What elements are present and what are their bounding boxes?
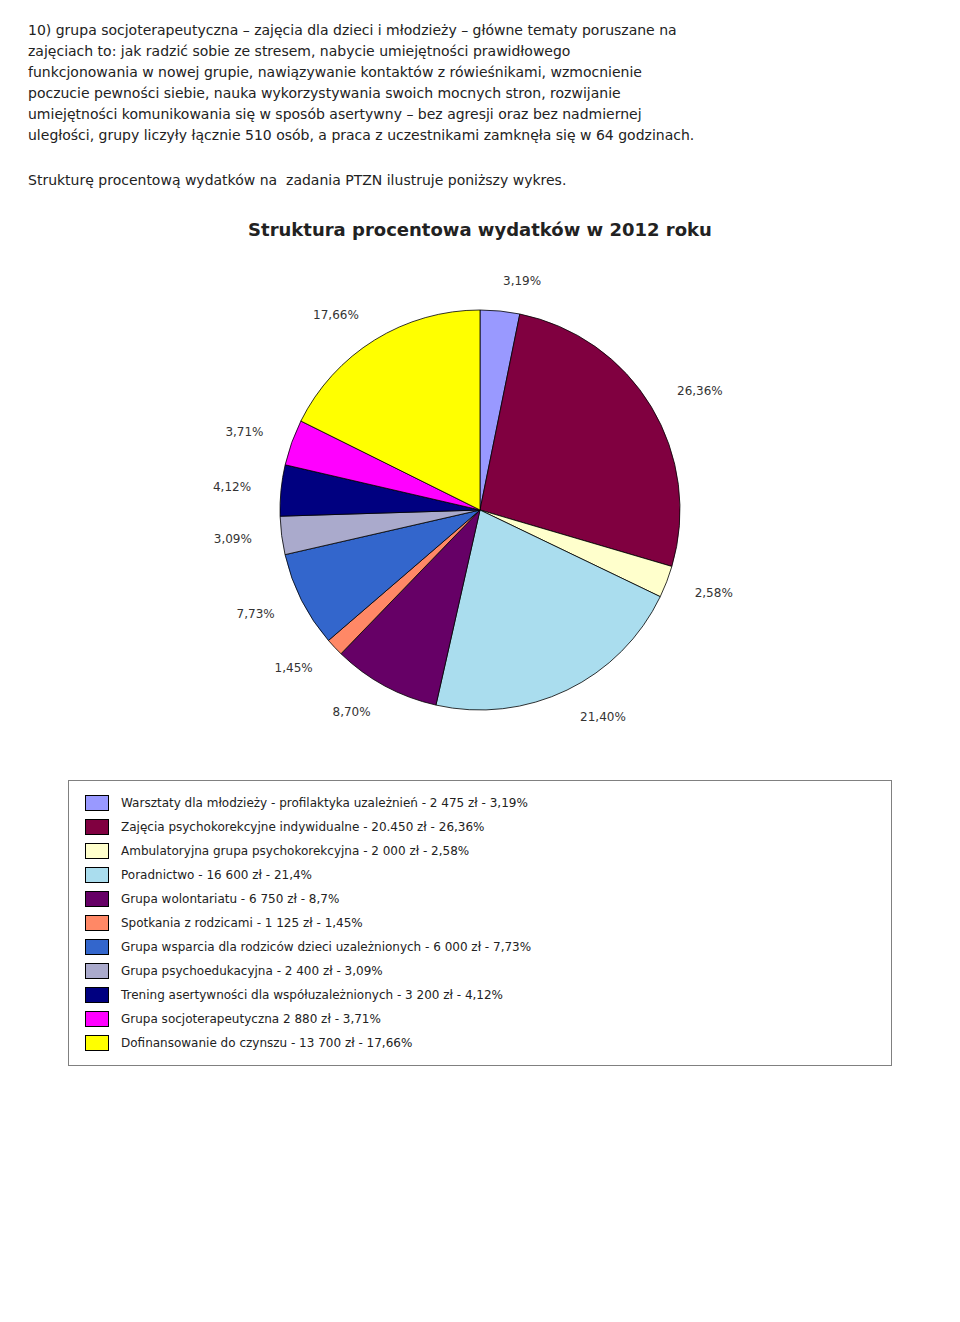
html-text:Spotkania z rodzicami - 1 125: Spotkania z rodzicami - 1 125 zł - 1,45% [121, 916, 363, 930]
html-text:Grupa wolontariatu - 6 750 zł: Grupa wolontariatu - 6 750 zł - 8,7% [121, 892, 340, 906]
svg-text:26,36%: 26,36% [677, 384, 723, 398]
html-text:Ambulatoryjna grupa psychokore: Ambulatoryjna grupa psychokorekcyjna - 2… [121, 844, 470, 858]
html-text:umiejętności komunikowania się: umiejętności komunikowania się w sposób … [28, 106, 642, 122]
svg-text:7,73%: 7,73% [237, 607, 275, 621]
html-text:Struktura procentowa wydatków: Struktura procentowa wydatków w 2012 rok… [248, 219, 712, 240]
html-text:Trening asertywności dla współ: Trening asertywności dla współuzależnion… [121, 988, 503, 1002]
html-text:Strukturę procentową wydatków: Strukturę procentową wydatków na zadania… [28, 172, 567, 188]
svg-text:3,71%: 3,71% [225, 425, 263, 439]
html-text:Grupa wsparcia dla rodziców dz: Grupa wsparcia dla rodziców dzieci uzale… [121, 940, 532, 954]
svg-text:8,70%: 8,70% [333, 705, 371, 719]
svg-text:17,66%: 17,66% [313, 308, 359, 322]
html-text:10) grupa socjoterapeutyczna –: 10) grupa socjoterapeutyczna – zajęcia d… [28, 22, 677, 38]
svg-text:21,40%: 21,40% [580, 710, 626, 724]
html-text:Warsztaty dla młodzieży - prof: Warsztaty dla młodzieży - profilaktyka u… [121, 796, 528, 810]
svg-text:4,12%: 4,12% [213, 480, 251, 494]
html-text:funkcjonowania w nowej grupie,: funkcjonowania w nowej grupie, nawiązywa… [28, 64, 642, 80]
html-text:Dofinansowanie do czynszu - 13: Dofinansowanie do czynszu - 13 700 zł - … [121, 1036, 413, 1050]
svg-text:3,19%: 3,19% [503, 274, 541, 288]
html-text:Poradnictwo - 16 600 zł - 21,4: Poradnictwo - 16 600 zł - 21,4% [121, 868, 312, 882]
html-text:Grupa socjoterapeutyczna 2 880: Grupa socjoterapeutyczna 2 880 zł - 3,71… [121, 1012, 381, 1026]
html-text:zajęciach to: jak radzić sobie: zajęciach to: jak radzić sobie ze strese… [28, 43, 571, 59]
html-text:uległości, grupy liczyły łączn: uległości, grupy liczyły łącznie 510 osó… [28, 127, 695, 143]
html-text:Grupa psychoedukacyjna - 2 400: Grupa psychoedukacyjna - 2 400 zł - 3,09… [121, 964, 383, 978]
svg-text:2,58%: 2,58% [695, 586, 733, 600]
svg-text:3,09%: 3,09% [214, 532, 252, 546]
html-text:Zajęcia psychokorekcyjne indyw: Zajęcia psychokorekcyjne indywidualne - … [121, 820, 485, 834]
svg-text:1,45%: 1,45% [275, 661, 313, 675]
html-text:poczucie pewności siebie, nauk: poczucie pewności siebie, nauka wykorzys… [28, 85, 621, 101]
